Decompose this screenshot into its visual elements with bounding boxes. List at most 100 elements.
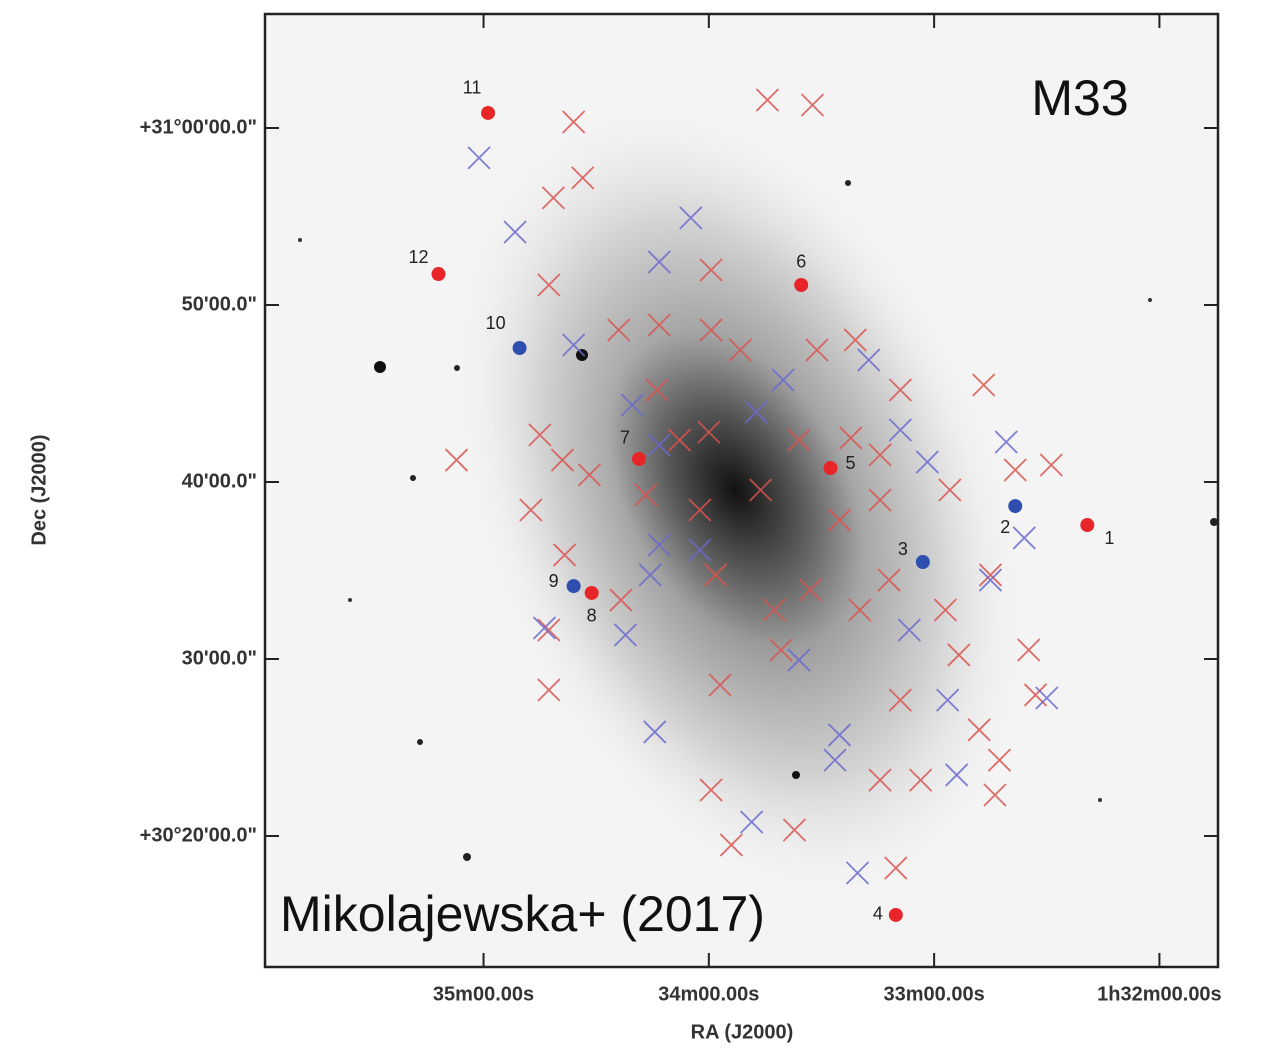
- cross-marker: [667, 428, 692, 452]
- cross-marker: [884, 856, 908, 880]
- cross-marker: [620, 393, 644, 417]
- cross-marker: [528, 423, 552, 447]
- cross-marker: [972, 373, 996, 397]
- x-axis-label: RA (J2000): [691, 1021, 794, 1043]
- cross-marker: [936, 688, 960, 712]
- point-label: 6: [796, 252, 806, 272]
- cross-marker: [798, 578, 822, 602]
- cross-marker: [945, 763, 969, 787]
- plot-frame: [263, 12, 1220, 969]
- cross-marker: [1039, 453, 1063, 477]
- point-label: 5: [845, 453, 855, 473]
- cross-marker: [638, 563, 662, 587]
- cross-marker: [908, 768, 933, 792]
- cross-marker: [744, 400, 768, 424]
- source-point: [1008, 499, 1023, 514]
- y-tick-label: +31°00'00.0": [140, 116, 257, 138]
- cross-marker: [647, 313, 671, 337]
- cross-marker: [699, 318, 723, 342]
- cross-marker: [708, 673, 732, 697]
- cross-marker: [740, 810, 764, 834]
- cross-marker: [782, 818, 807, 842]
- cross-marker: [541, 186, 566, 210]
- point-label: 9: [549, 571, 559, 591]
- cross-marker: [609, 588, 633, 612]
- cross-marker: [1003, 458, 1027, 482]
- source-point: [915, 555, 930, 570]
- cross-marker: [553, 543, 577, 567]
- cross-marker: [897, 618, 921, 642]
- cross-marker: [577, 463, 602, 487]
- cross-marker: [550, 448, 575, 472]
- cross-marker: [719, 833, 743, 857]
- cross-marker: [755, 88, 780, 112]
- cross-marker: [647, 533, 671, 557]
- source-point: [431, 267, 446, 282]
- cross-marker: [762, 598, 786, 622]
- cross-marker: [967, 718, 991, 742]
- cross-marker: [771, 368, 795, 392]
- source-point: [794, 277, 809, 292]
- cross-marker: [697, 420, 721, 444]
- source-point: [584, 585, 599, 600]
- y-tick-label: 40'00.0": [182, 470, 257, 492]
- cross-marker: [562, 333, 586, 357]
- point-label: 7: [620, 428, 630, 448]
- cross-marker: [1017, 638, 1041, 662]
- cross-marker: [800, 93, 825, 117]
- cross-marker: [987, 748, 1012, 772]
- y-tick-label: 50'00.0": [182, 293, 257, 315]
- cross-marker: [688, 538, 712, 562]
- cross-marker: [888, 378, 912, 402]
- point-label: 11: [463, 78, 482, 98]
- cross-marker: [467, 146, 491, 170]
- cross-marker: [983, 783, 1007, 807]
- cross-marker: [728, 338, 753, 362]
- cross-marker: [915, 450, 940, 474]
- cross-marker: [823, 748, 847, 772]
- y-axis-label: Dec (J2000): [28, 434, 50, 545]
- cross-marker: [839, 426, 863, 450]
- cross-marker: [994, 430, 1018, 454]
- cross-marker: [647, 250, 671, 274]
- cross-marker: [688, 498, 712, 522]
- cross-marker: [613, 623, 638, 647]
- cross-marker: [699, 778, 723, 802]
- point-label: 2: [1000, 517, 1010, 537]
- point-label: 4: [873, 904, 883, 924]
- cross-marker: [769, 638, 793, 662]
- cross-marker: [1035, 686, 1059, 710]
- cross-marker: [857, 348, 881, 372]
- cross-marker: [634, 483, 658, 507]
- cross-marker: [978, 568, 1003, 592]
- cross-marker: [868, 443, 892, 467]
- cross-marker: [827, 508, 852, 532]
- cross-marker: [845, 861, 870, 885]
- cross-marker: [537, 273, 561, 297]
- source-point: [631, 451, 646, 466]
- cross-marker: [519, 498, 543, 522]
- cross-marker: [787, 428, 811, 452]
- point-label: 10: [486, 313, 506, 333]
- y-tick-label: 30'00.0": [182, 647, 257, 669]
- source-point: [888, 907, 903, 922]
- cross-marker: [647, 433, 671, 457]
- cross-marker: [868, 488, 892, 512]
- cross-marker: [805, 338, 829, 362]
- point-label: 12: [408, 247, 428, 267]
- cross-marker: [607, 318, 631, 342]
- y-tick-label: +30°20'00.0": [140, 824, 257, 846]
- cross-marker: [848, 598, 872, 622]
- x-tick-label: 1h32m00.00s: [1097, 983, 1222, 1005]
- cross-marker: [571, 166, 595, 190]
- cross-marker: [947, 643, 971, 667]
- reference-label: Mikolajewska+ (2017): [280, 886, 765, 942]
- cross-marker: [679, 206, 703, 230]
- cross-marker: [749, 478, 773, 502]
- cross-marker: [868, 768, 892, 792]
- point-label: 8: [587, 606, 597, 626]
- cross-marker: [703, 563, 728, 587]
- point-label: 1: [1104, 528, 1114, 548]
- galaxy-label: M33: [1031, 70, 1128, 126]
